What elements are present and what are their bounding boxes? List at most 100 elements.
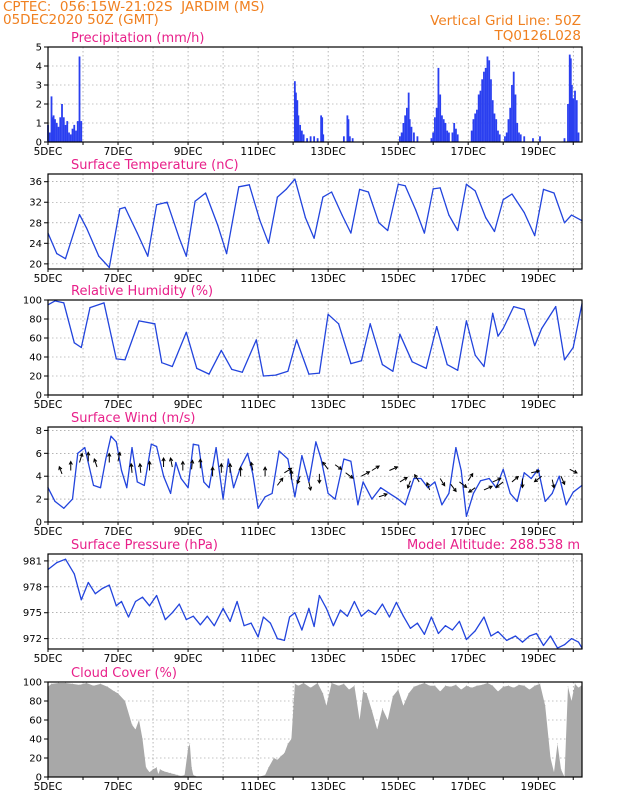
wind-point	[334, 498, 336, 500]
wind-point	[180, 477, 182, 480]
temp-point	[248, 184, 250, 186]
rh-point	[171, 365, 173, 368]
cloud-point	[191, 767, 192, 768]
rh-point	[369, 323, 371, 325]
precip-bar	[572, 98, 575, 142]
cloud-point	[508, 685, 509, 687]
wind-point	[227, 458, 229, 460]
cloud-point	[65, 682, 66, 684]
pressure-point	[388, 616, 391, 618]
temp-point	[225, 252, 228, 255]
wind-ytick-label: 0	[36, 518, 42, 529]
precip-bar	[486, 56, 489, 142]
cloud-point	[138, 719, 140, 721]
precip-bar	[539, 136, 541, 142]
cloud-point	[571, 700, 572, 702]
wind-point	[420, 477, 422, 480]
precip-bar	[448, 132, 450, 142]
cloud-point	[280, 755, 282, 757]
rh-point	[381, 364, 384, 366]
cloud-point	[481, 684, 483, 686]
cloud-point	[276, 759, 278, 761]
temp-frame	[47, 173, 583, 270]
cloud-xtick-label: 5DEC	[34, 781, 63, 793]
precip-bar	[346, 115, 349, 142]
wind-point	[143, 484, 145, 486]
rh-xtick-label: 5DEC	[34, 399, 63, 411]
precip-bar	[453, 123, 456, 142]
wind-point	[131, 447, 133, 449]
temp-point	[136, 232, 138, 234]
wind-point	[343, 458, 345, 460]
precip-bar	[563, 138, 566, 142]
cloud-point	[382, 708, 383, 709]
pressure-point	[301, 629, 303, 631]
pressure-point	[570, 638, 573, 640]
cloud-point	[403, 705, 404, 707]
wind-xtick-label: 15DEC	[380, 526, 415, 538]
cloud-point	[445, 685, 446, 687]
rh-xtick-label: 7DEC	[104, 399, 133, 411]
cloud-point	[131, 724, 133, 726]
temp-xtick-label: 7DEC	[104, 273, 133, 285]
wind-point	[197, 444, 200, 446]
precip-bar	[455, 128, 457, 142]
cloud-ytick-label: 80	[29, 697, 42, 708]
cloud-point	[58, 682, 59, 684]
rh-point	[327, 313, 329, 315]
wind-wind-arrow	[86, 451, 91, 462]
pressure-point	[474, 630, 476, 632]
rh-point	[115, 358, 117, 360]
pressure-point	[155, 594, 158, 597]
cloud-point	[471, 687, 473, 689]
pressure-point	[229, 620, 231, 622]
wind-point	[350, 460, 352, 462]
temp-ytick-label: 36	[29, 177, 42, 188]
pressure-point	[243, 625, 245, 627]
pressure-xtick-label: 19DEC	[521, 653, 556, 665]
wind-point	[441, 504, 443, 506]
wind-wind-arrow	[227, 462, 233, 473]
pressure-panel	[44, 553, 583, 652]
precip-bar	[402, 123, 405, 142]
pressure-xtick-label: 7DEC	[104, 653, 133, 665]
precip-bar	[80, 121, 83, 142]
wind-wind-arrow	[138, 462, 143, 473]
cloud-point	[487, 682, 488, 684]
wind-xtick-label: 11DEC	[240, 526, 275, 538]
cloud-point	[135, 729, 136, 730]
cloud-point	[366, 693, 368, 694]
temp-point	[367, 191, 369, 193]
wind-wind-arrow	[307, 481, 313, 492]
wind-point	[448, 492, 450, 494]
pressure-point	[318, 594, 320, 597]
precip-bar	[297, 115, 300, 142]
wind-xtick-label: 5DEC	[34, 526, 63, 538]
pressure-point	[360, 615, 362, 617]
pressure-point	[483, 616, 485, 618]
pressure-point	[257, 636, 259, 638]
wind-point	[472, 492, 475, 494]
pressure-point	[444, 625, 447, 627]
cloud-point	[93, 685, 94, 687]
rh-point	[474, 354, 476, 356]
wind-point	[509, 492, 511, 494]
precip-xtick-label: 7DEC	[104, 146, 133, 158]
temp-point	[166, 201, 168, 203]
wind-point	[246, 452, 249, 454]
cloud-point	[187, 748, 189, 749]
cloud-point	[343, 683, 345, 685]
precip-bar	[432, 132, 435, 142]
temp-point	[98, 255, 100, 257]
precip-bar	[507, 119, 510, 142]
cloud-point	[117, 693, 119, 694]
wind-ytick-label: 4	[36, 472, 42, 483]
pressure-point	[199, 624, 201, 626]
cloud-point	[156, 767, 157, 768]
pressure-point	[514, 635, 517, 637]
cloud-point	[353, 685, 355, 687]
precip-bar	[437, 67, 440, 142]
precip-bar	[477, 94, 480, 142]
wind-wind-arrow	[322, 461, 329, 470]
pressure-point	[127, 616, 130, 618]
